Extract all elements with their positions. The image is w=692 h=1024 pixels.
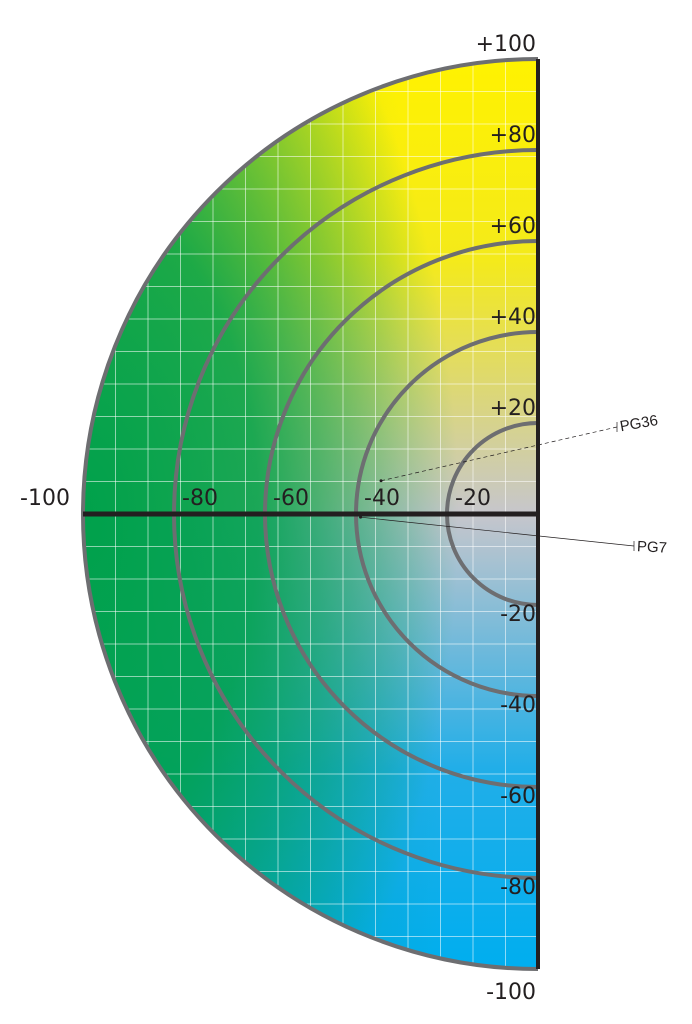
horizontal-tick-label: -100 xyxy=(20,486,70,511)
axes xyxy=(83,59,540,969)
leader-line-pg7 xyxy=(360,516,635,547)
point-label: PG36 xyxy=(619,412,660,435)
callouts: PG36 PG7 xyxy=(359,412,667,557)
horizontal-tick-label: -60 xyxy=(273,486,309,511)
horizontal-tick-label: -80 xyxy=(182,486,218,511)
vertical-tick-label: -40 xyxy=(500,693,536,718)
vertical-tick-label: -20 xyxy=(500,602,536,627)
vertical-tick-label: -60 xyxy=(500,784,536,809)
tick-labels: +100 +80 +60 +40 +20 -20 -40 -60 -80 -100 -100 -80 -… xyxy=(20,32,536,1005)
vertical-tick-label: +20 xyxy=(490,396,536,421)
vertical-tick-label: -80 xyxy=(500,875,536,900)
vertical-tick-label: +40 xyxy=(490,305,536,330)
horizontal-tick-label: -20 xyxy=(455,486,491,511)
vertical-tick-label: +100 xyxy=(476,32,536,57)
point-label: PG7 xyxy=(637,538,668,557)
leader-line-pg36 xyxy=(380,426,618,482)
vertical-tick-label: -100 xyxy=(486,980,536,1005)
vertical-tick-label: +80 xyxy=(490,123,536,148)
horizontal-tick-label: -40 xyxy=(364,486,400,511)
vertical-tick-label: +60 xyxy=(490,214,536,239)
